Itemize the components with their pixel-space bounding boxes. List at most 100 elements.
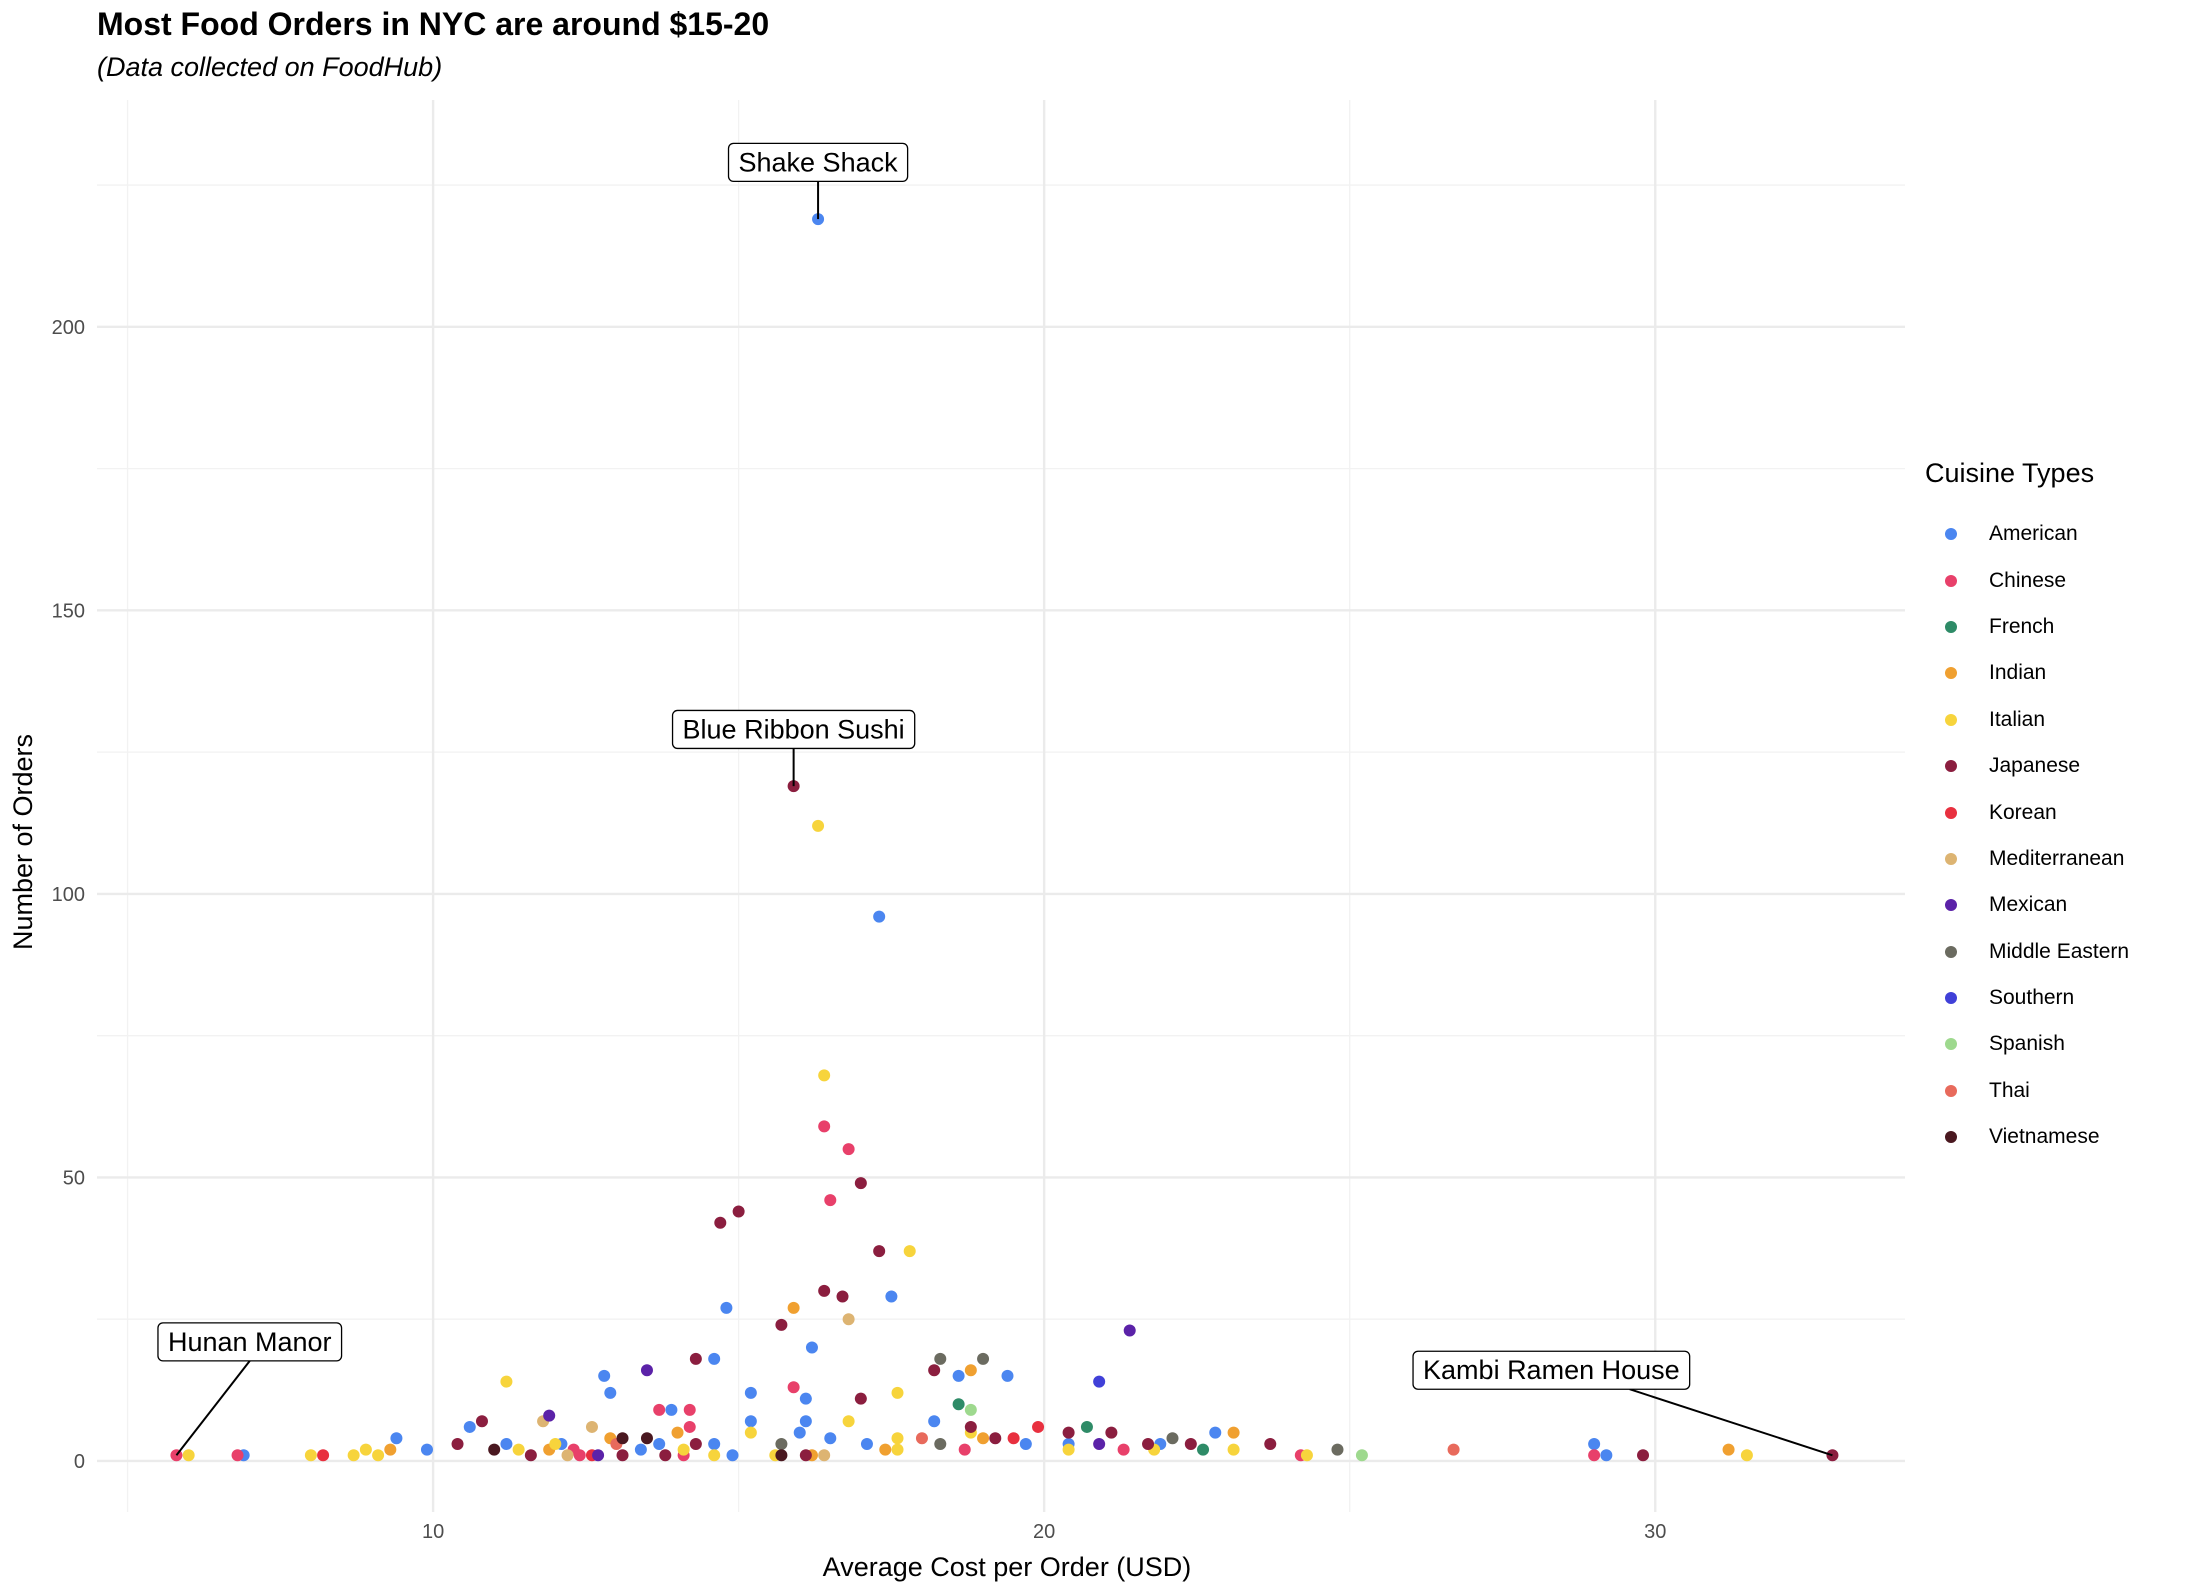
data-point-american xyxy=(885,1290,898,1303)
data-point-french xyxy=(952,1398,965,1411)
legend-swatch xyxy=(1945,1084,1957,1097)
data-point-italian xyxy=(549,1437,562,1450)
data-point-american xyxy=(824,1432,837,1445)
legend-items: American Chinese French Indian Italian Japane… xyxy=(1925,511,2129,1160)
legend-label: Vietnamese xyxy=(1989,1125,2100,1149)
data-point-american xyxy=(1209,1426,1222,1439)
legend-label: Italian xyxy=(1989,707,2046,731)
data-point-thai xyxy=(915,1432,928,1445)
scatter-plot: 10 20 30 0 50 100 150 200 Shake Shack Blue Ribbo… xyxy=(8,100,1905,1582)
legend-label: Thai xyxy=(1989,1078,2030,1102)
data-point-vietnamese xyxy=(616,1432,629,1445)
annotation-box xyxy=(671,709,916,750)
legend-item-american: American xyxy=(1925,511,2129,557)
data-point-american xyxy=(726,1449,739,1462)
data-point-american xyxy=(708,1352,721,1365)
data-point-american xyxy=(634,1443,647,1456)
legend-label: French xyxy=(1989,614,2055,638)
data-point-american xyxy=(500,1437,513,1450)
data-point-chinese xyxy=(958,1443,971,1456)
data-point-japanese xyxy=(1637,1449,1650,1462)
data-point-italian xyxy=(812,819,825,832)
data-point-french xyxy=(1197,1443,1210,1456)
data-point-american xyxy=(860,1437,873,1450)
axis-layer: 10 20 30 0 50 100 150 200 xyxy=(52,317,1667,1543)
data-point-mexican xyxy=(1123,1324,1136,1337)
data-point-mexican xyxy=(592,1449,605,1462)
y-tick-label: 0 xyxy=(74,1451,85,1473)
data-point-italian xyxy=(677,1443,690,1456)
data-point-indian xyxy=(671,1426,684,1439)
data-point-mexican xyxy=(543,1409,556,1422)
data-point-japanese xyxy=(1184,1437,1197,1450)
legend-label: Southern xyxy=(1989,986,2075,1010)
data-point-italian xyxy=(708,1449,721,1462)
data-point-japanese xyxy=(928,1364,941,1377)
data-point-italian xyxy=(304,1449,317,1462)
legend-swatch xyxy=(1945,1131,1957,1144)
data-point-japanese xyxy=(836,1290,849,1303)
data-point-korean xyxy=(317,1449,330,1462)
data-point-american xyxy=(793,1426,806,1439)
data-point-american xyxy=(598,1369,611,1382)
legend-label: Korean xyxy=(1989,800,2057,824)
legend-item-vietnamese: Vietnamese xyxy=(1925,1114,2129,1160)
data-point-italian xyxy=(891,1432,904,1445)
annotation-box xyxy=(1412,1350,1691,1390)
data-point-french xyxy=(1080,1420,1093,1433)
data-point-southern xyxy=(1093,1375,1106,1388)
data-point-chinese xyxy=(1588,1449,1601,1462)
data-point-thai xyxy=(1447,1443,1460,1456)
data-point-mediterranean xyxy=(818,1449,831,1462)
annotation-label: Blue Ribbon Sushi xyxy=(683,714,905,744)
data-point-japanese xyxy=(616,1449,629,1462)
data-point-italian xyxy=(1300,1449,1313,1462)
data-point-japanese xyxy=(964,1420,977,1433)
data-point-american xyxy=(420,1443,433,1456)
y-tick-label: 200 xyxy=(52,317,85,339)
y-axis-title: Number of Orders xyxy=(8,734,38,950)
data-point-japanese xyxy=(732,1205,745,1218)
legend-swatch xyxy=(1945,620,1957,633)
data-point-indian xyxy=(384,1443,397,1456)
legend-item-mexican: Mexican xyxy=(1925,882,2129,928)
data-point-japanese xyxy=(799,1449,812,1462)
legend-swatch xyxy=(1945,806,1957,819)
data-point-chinese xyxy=(683,1420,696,1433)
data-point-chinese xyxy=(683,1403,696,1416)
data-point-mediterranean xyxy=(842,1313,855,1326)
legend-item-indian: Indian xyxy=(1925,650,2129,696)
legend-label: Spanish xyxy=(1989,1032,2065,1056)
data-point-chinese xyxy=(824,1194,837,1207)
legend-label: Indian xyxy=(1989,661,2047,685)
data-point-indian xyxy=(977,1432,990,1445)
data-point-japanese xyxy=(1142,1437,1155,1450)
data-point-japanese xyxy=(1264,1437,1277,1450)
data-point-japanese xyxy=(714,1216,727,1229)
data-point-chinese xyxy=(231,1449,244,1462)
data-point-american xyxy=(928,1415,941,1428)
legend-swatch xyxy=(1945,852,1957,865)
data-point-japanese xyxy=(854,1177,867,1190)
chart-subtitle: (Data collected on FoodHub) xyxy=(97,52,443,82)
legend-label: Chinese xyxy=(1989,568,2067,592)
data-point-american xyxy=(604,1386,617,1399)
data-point-american xyxy=(799,1392,812,1405)
data-point-japanese xyxy=(989,1432,1002,1445)
data-point-italian xyxy=(818,1069,831,1082)
legend: Cuisine Types American Chinese French India… xyxy=(1925,458,2129,1160)
x-tick-label: 20 xyxy=(1033,1521,1055,1543)
legend-swatch xyxy=(1945,667,1957,680)
annotation-leader xyxy=(175,1360,251,1456)
legend-swatch xyxy=(1945,574,1957,587)
data-point-italian xyxy=(359,1443,372,1456)
data-point-mexican xyxy=(640,1364,653,1377)
data-point-chinese xyxy=(1117,1443,1130,1456)
legend-item-thai: Thai xyxy=(1925,1068,2129,1114)
data-point-japanese xyxy=(854,1392,867,1405)
data-point-italian xyxy=(891,1386,904,1399)
data-point-middle-eastern xyxy=(1331,1443,1344,1456)
y-tick-label: 150 xyxy=(52,600,85,622)
data-point-japanese xyxy=(475,1415,488,1428)
annotation-label: Kambi Ramen House xyxy=(1423,1355,1680,1385)
